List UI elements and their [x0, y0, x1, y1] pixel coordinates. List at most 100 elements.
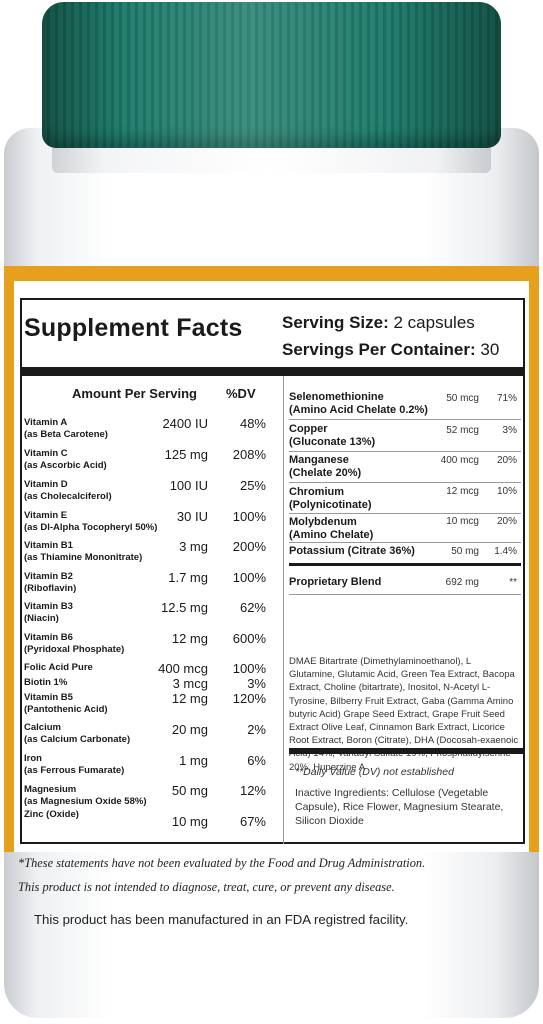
nutrient-name: Zinc (Oxide) — [24, 809, 79, 820]
nutrient-source: (Niacin) — [24, 613, 59, 624]
nutrient-dv: 208% — [232, 447, 266, 462]
nutrient-amount: 1 mg — [179, 753, 208, 768]
dv-not-established-note: **Daily Value (DV) not established — [295, 766, 454, 778]
fda-disclaimer-line2: This product is not intended to diagnose… — [18, 880, 395, 894]
proprietary-blend-dv: ** — [509, 577, 517, 588]
mineral-source: (Gluconate 13%) — [289, 436, 376, 448]
nutrient-amount: 12.5 mg — [161, 600, 208, 615]
nutrient-name: Calcium — [24, 722, 61, 733]
row-rule — [289, 419, 521, 420]
fda-disclaimer-line1: *These statements have not been evaluate… — [18, 856, 426, 870]
nutrient-source: (as Beta Carotene) — [24, 429, 108, 440]
nutrient-source: (Riboflavin) — [24, 583, 77, 594]
mineral-name: Selenomethionine — [289, 391, 384, 403]
nutrient-dv: 100% — [232, 570, 266, 585]
nutrient-name: Vitamin A — [24, 417, 68, 428]
mineral-dv: 10% — [496, 486, 517, 497]
row-rule — [289, 594, 521, 595]
mineral-name: Potassium (Citrate 36%) — [289, 545, 415, 557]
row-rule — [289, 482, 521, 483]
proprietary-blend-amount: 692 mg — [445, 577, 479, 588]
nutrient-dv: 62% — [239, 600, 266, 615]
row-rule — [289, 513, 521, 514]
nutrient-dv: 100% — [232, 661, 266, 676]
mineral-source: (Chelate 20%) — [289, 467, 362, 479]
blend-thick-bar — [289, 748, 525, 754]
nutrient-name: Vitamin B1 — [24, 540, 73, 551]
nutrient-source: (Pyridoxal Phosphate) — [24, 644, 125, 655]
nutrient-name: Vitamin B2 — [24, 571, 73, 582]
mineral-amount: 10 mcg — [446, 516, 479, 527]
nutrient-dv: 3% — [247, 676, 266, 691]
nutrient-name: Folic Acid Pure — [24, 662, 93, 673]
row-rule — [289, 451, 521, 452]
nutrient-name: Vitamin D — [24, 479, 68, 490]
nutrient-amount: 20 mg — [171, 722, 208, 737]
mineral-name: Manganese — [289, 454, 349, 466]
inactive-ingredients: Inactive Ingredients: Cellulose (Vegetab… — [295, 787, 504, 827]
nutrient-source: (as Magnesium Oxide 58%) — [24, 796, 147, 807]
proprietary-blend-name: Proprietary Blend — [289, 576, 382, 588]
bottle-cap-shade — [42, 2, 501, 148]
nutrient-source: (as Dl-Alpha Tocopheryl 50%) — [24, 522, 158, 533]
mineral-amount: 50 mcg — [446, 393, 479, 404]
mineral-name: Molybdenum — [289, 516, 357, 528]
nutrient-amount: 125 mg — [164, 447, 208, 462]
nutrient-amount: 3 mg — [179, 539, 208, 554]
mineral-name: Copper — [289, 423, 328, 435]
supplement-facts-box — [20, 298, 525, 844]
bottle-cap — [42, 2, 501, 148]
mineral-dv: 1.4% — [494, 546, 517, 557]
nutrient-dv: 25% — [239, 478, 266, 493]
nutrient-dv: 600% — [232, 631, 266, 646]
serving-size-label: Serving Size: — [282, 313, 389, 332]
nutrient-name: Biotin 1% — [24, 677, 68, 688]
nutrient-name: Magnesium — [24, 784, 77, 795]
nutrient-dv: 2% — [247, 722, 266, 737]
nutrient-amount: 12 mg — [171, 631, 208, 646]
amount-per-serving-header: Amount Per Serving — [72, 386, 197, 401]
mineral-source: (Amino Chelate) — [289, 529, 374, 541]
nutrient-amount: 50 mg — [171, 783, 208, 798]
servings-per-container-value: 30 — [480, 340, 500, 359]
nutrient-amount: 2400 IU — [162, 416, 208, 431]
nutrient-amount: 10 mg — [171, 814, 208, 829]
dv-header: %DV — [226, 386, 256, 401]
row-rule-thick — [289, 563, 521, 566]
nutrient-name: Vitamin C — [24, 448, 68, 459]
servings-per-container: Servings Per Container: 30 — [282, 340, 499, 360]
nutrient-source: (Pantothenic Acid) — [24, 704, 108, 715]
mineral-amount: 12 mcg — [446, 486, 479, 497]
mineral-dv: 20% — [496, 516, 517, 527]
nutrient-amount: 400 mcg — [158, 661, 208, 676]
nutrient-amount: 3 mcg — [172, 676, 208, 691]
mineral-amount: 400 mcg — [440, 455, 479, 466]
nutrient-dv: 200% — [232, 539, 266, 554]
nutrient-amount: 30 IU — [176, 509, 208, 524]
mineral-amount: 50 mg — [451, 546, 479, 557]
label-panel — [14, 281, 529, 852]
mineral-dv: 20% — [496, 455, 517, 466]
nutrient-dv: 100% — [232, 509, 266, 524]
mineral-amount: 52 mcg — [446, 425, 479, 436]
facts-thick-bar — [20, 367, 525, 376]
nutrient-amount: 100 IU — [169, 478, 208, 493]
serving-size-value: 2 capsules — [393, 313, 475, 332]
servings-per-container-label: Servings Per Container: — [282, 340, 476, 359]
nutrient-source: (as Ascorbic Acid) — [24, 460, 107, 471]
nutrient-source: (as Ferrous Fumarate) — [24, 765, 125, 776]
nutrient-name: Vitamin B6 — [24, 632, 73, 643]
serving-size: Serving Size: 2 capsules — [282, 313, 475, 333]
blend-ingredients: DMAE Bitartrate (Dimethylaminoethanol), … — [289, 656, 519, 773]
nutrient-dv: 6% — [247, 753, 266, 768]
nutrient-name: Vitamin E — [24, 510, 68, 521]
nutrient-amount: 1.7 mg — [168, 570, 208, 585]
nutrient-source: (as Cholecalciferol) — [24, 491, 112, 502]
nutrient-source: (as Calcium Carbonate) — [24, 734, 131, 745]
nutrient-source: (as Thiamine Mononitrate) — [24, 552, 143, 563]
nutrient-dv: 48% — [239, 416, 266, 431]
nutrient-dv: 12% — [239, 783, 266, 798]
mineral-dv: 71% — [496, 393, 517, 404]
nutrient-dv: 120% — [232, 691, 266, 706]
nutrient-name: Iron — [24, 753, 42, 764]
